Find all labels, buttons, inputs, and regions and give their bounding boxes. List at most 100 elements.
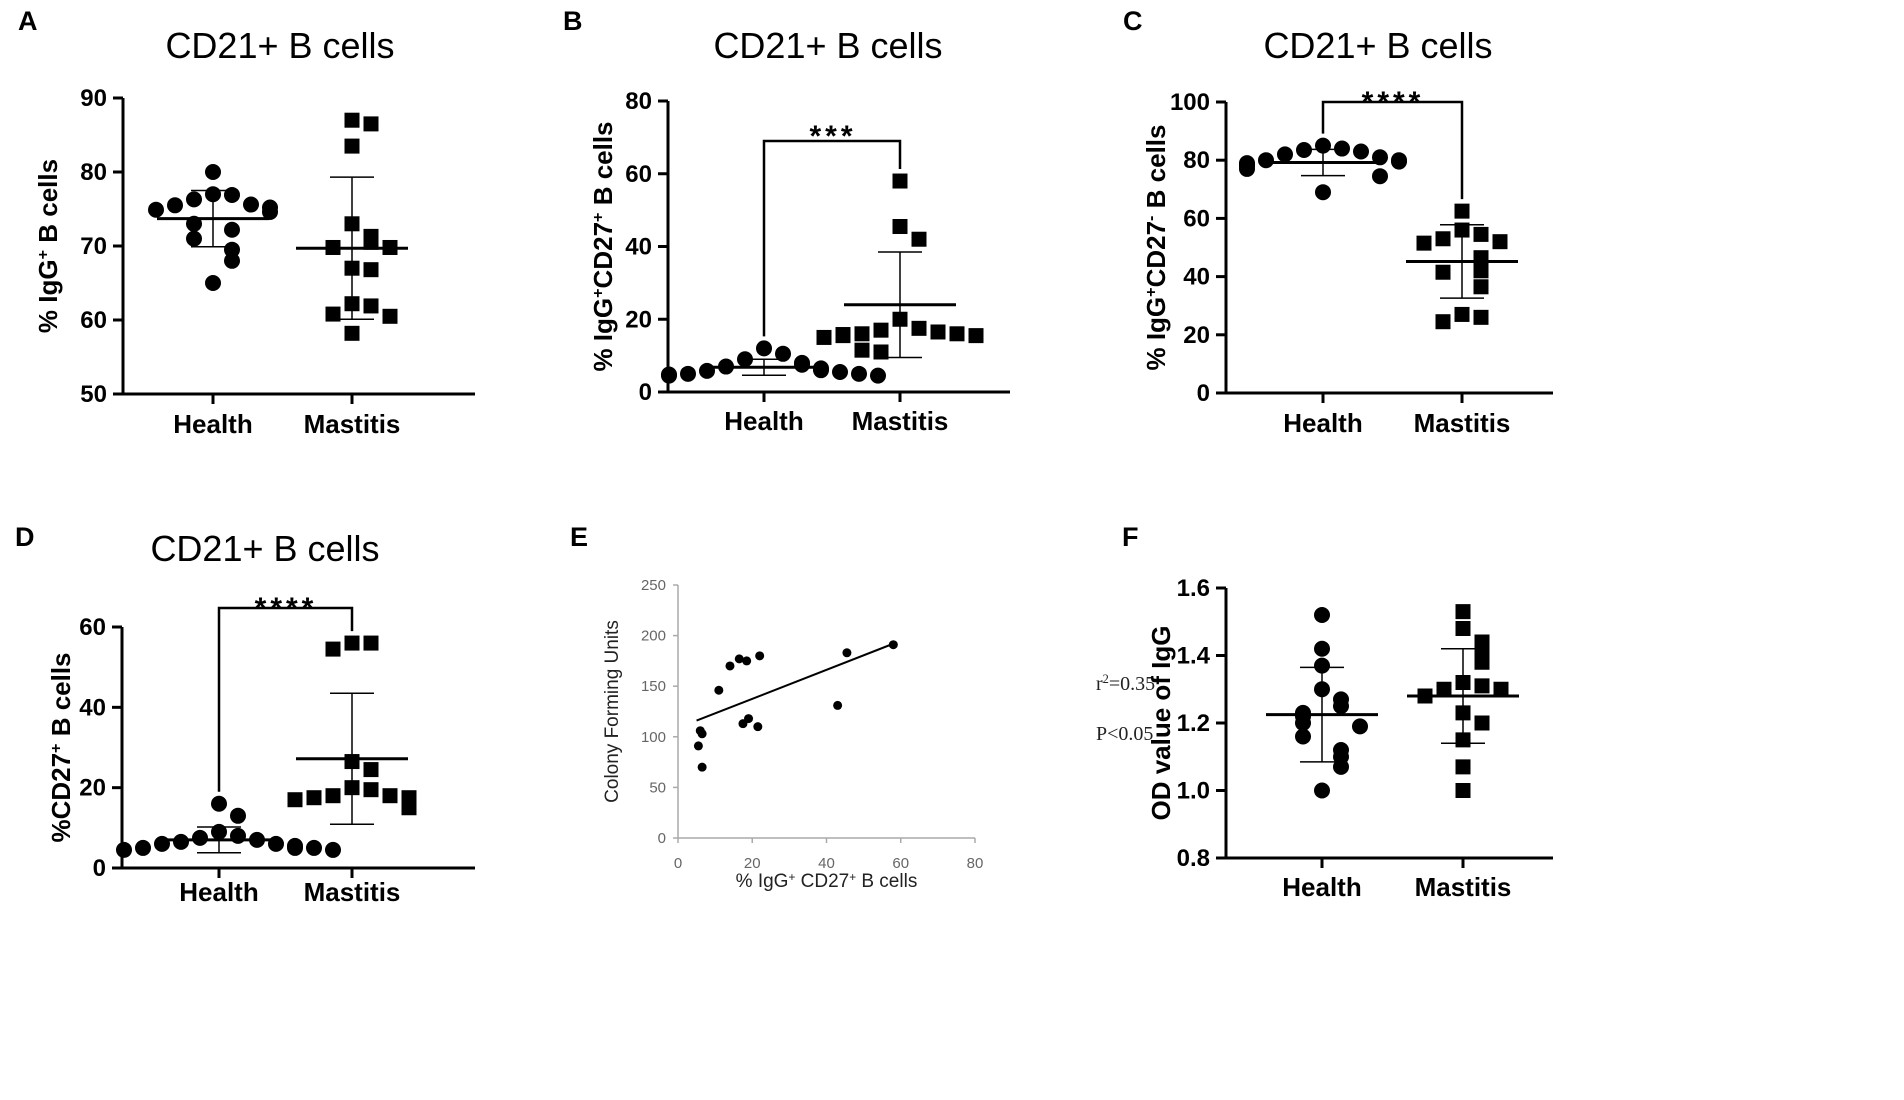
significance-label: **** [255, 592, 318, 625]
data-point [697, 762, 707, 772]
data-point-circle [1277, 146, 1293, 163]
data-point-circle [230, 807, 246, 824]
x-category-label: Mastitis [1414, 408, 1511, 438]
data-point-circle [205, 275, 221, 291]
y-tick-label: 0 [658, 830, 666, 847]
superscript: + [589, 213, 607, 222]
data-point-square [835, 328, 851, 344]
panel-label: C [1123, 6, 1143, 36]
label-part: CD27 [1141, 221, 1171, 287]
y-tick-label: 60 [625, 161, 652, 188]
significance-bracket [217, 606, 354, 792]
data-point-square [1436, 681, 1452, 697]
data-point-square [363, 116, 379, 132]
y-tick-label: 100 [641, 729, 666, 746]
y-tick-label: 70 [80, 233, 107, 260]
y-tick-label: 0 [1197, 380, 1210, 407]
data-point-circle [794, 356, 810, 373]
x-category-label: Health [173, 409, 252, 439]
y-tick-label: 80 [1183, 147, 1210, 174]
label-part: %CD27 [46, 753, 76, 843]
data-point [734, 654, 744, 664]
superscript: - [1142, 216, 1160, 221]
y-tick-label: 40 [625, 234, 652, 261]
data-point-circle [230, 827, 246, 844]
data-point-square [363, 262, 379, 278]
data-point-circle [268, 835, 284, 852]
label-part: % IgG [588, 298, 618, 372]
data-point-square [1455, 621, 1471, 636]
panel-C: C CD21+ B cells 0 20 40 60 80 100 Health Mastitis… [1123, 6, 1553, 438]
y-axis-label: %CD27+ B cells [46, 652, 76, 842]
data-point-square [325, 306, 341, 322]
data-point [742, 656, 752, 666]
chart-title: CD21+ B cells [165, 25, 394, 66]
data-point-square [892, 218, 908, 234]
data-point-square [1455, 604, 1471, 620]
superscript: + [34, 250, 52, 259]
data-point-square [1473, 226, 1489, 242]
data-point-square [325, 788, 341, 804]
y-axis-label: OD value of IgG [1146, 625, 1176, 820]
y-tick-label: 20 [625, 306, 652, 333]
data-point-square [1455, 783, 1471, 798]
y-axis-label: % IgG+CD27- B cells [1141, 124, 1171, 370]
x-tick-label: 20 [744, 855, 761, 872]
data-point-circle [262, 203, 278, 220]
data-point-circle [186, 230, 202, 247]
data-point-square [968, 328, 984, 344]
y-tick-label: 1.6 [1177, 575, 1210, 602]
data-point-circle [813, 362, 829, 379]
y-tick-label: 0.8 [1177, 845, 1210, 872]
y-tick-label: 60 [1183, 205, 1210, 232]
data-point-circle [1314, 657, 1330, 674]
y-tick-label: 50 [649, 779, 666, 796]
significance-bracket [762, 139, 902, 337]
superscript: + [1142, 287, 1160, 296]
data-point-square [344, 325, 360, 341]
data-point-square [363, 635, 379, 651]
label-part: =0.35 [1109, 673, 1155, 695]
data-point-circle [325, 841, 341, 858]
data-point [744, 714, 754, 724]
data-point-square [287, 792, 303, 808]
data-point [697, 729, 707, 739]
superscript: 2 [1103, 672, 1109, 686]
data-point-circle [243, 196, 259, 213]
panel-label: A [18, 6, 38, 36]
data-point-circle [287, 839, 303, 856]
y-tick-label: 60 [79, 614, 106, 641]
data-point-square [401, 800, 417, 816]
chart-title: CD21+ B cells [1263, 25, 1492, 66]
data-point-square [325, 641, 341, 657]
superscript: + [788, 871, 795, 884]
data-point-square [1474, 678, 1490, 694]
data-point-square [930, 324, 946, 340]
y-tick-label: 250 [641, 577, 666, 594]
data-point-square [306, 790, 322, 806]
panel-A: A CD21+ B cells 50 60 70 80 90 Health Mastitis % … [18, 6, 475, 439]
label-part: B cells [856, 871, 917, 892]
data-point-circle [205, 164, 221, 180]
x-tick-label: 80 [967, 855, 984, 872]
y-tick-label: 80 [625, 88, 652, 115]
data-point-circle [1314, 782, 1330, 799]
data-point-circle [186, 191, 202, 208]
x-tick-label: 40 [818, 855, 835, 872]
data-point-square [892, 173, 908, 189]
data-point-square [363, 234, 379, 250]
label-part: CD27 [795, 871, 849, 892]
y-tick-label: 90 [80, 85, 107, 112]
label-part: B cells [588, 121, 618, 212]
fit-line [696, 642, 894, 722]
label-part: r [1096, 673, 1103, 695]
y-tick-label: 1.0 [1177, 778, 1210, 805]
x-category-label: Mastitis [852, 406, 949, 436]
x-tick-label: 60 [892, 855, 909, 872]
y-tick-label: 40 [1183, 264, 1210, 291]
label-part: OD value of IgG [1146, 625, 1176, 820]
data-point-circle [224, 241, 240, 258]
superscript: + [47, 744, 65, 753]
significance-bracket [1321, 100, 1464, 200]
y-axis-label: Colony Forming Units [602, 620, 623, 803]
